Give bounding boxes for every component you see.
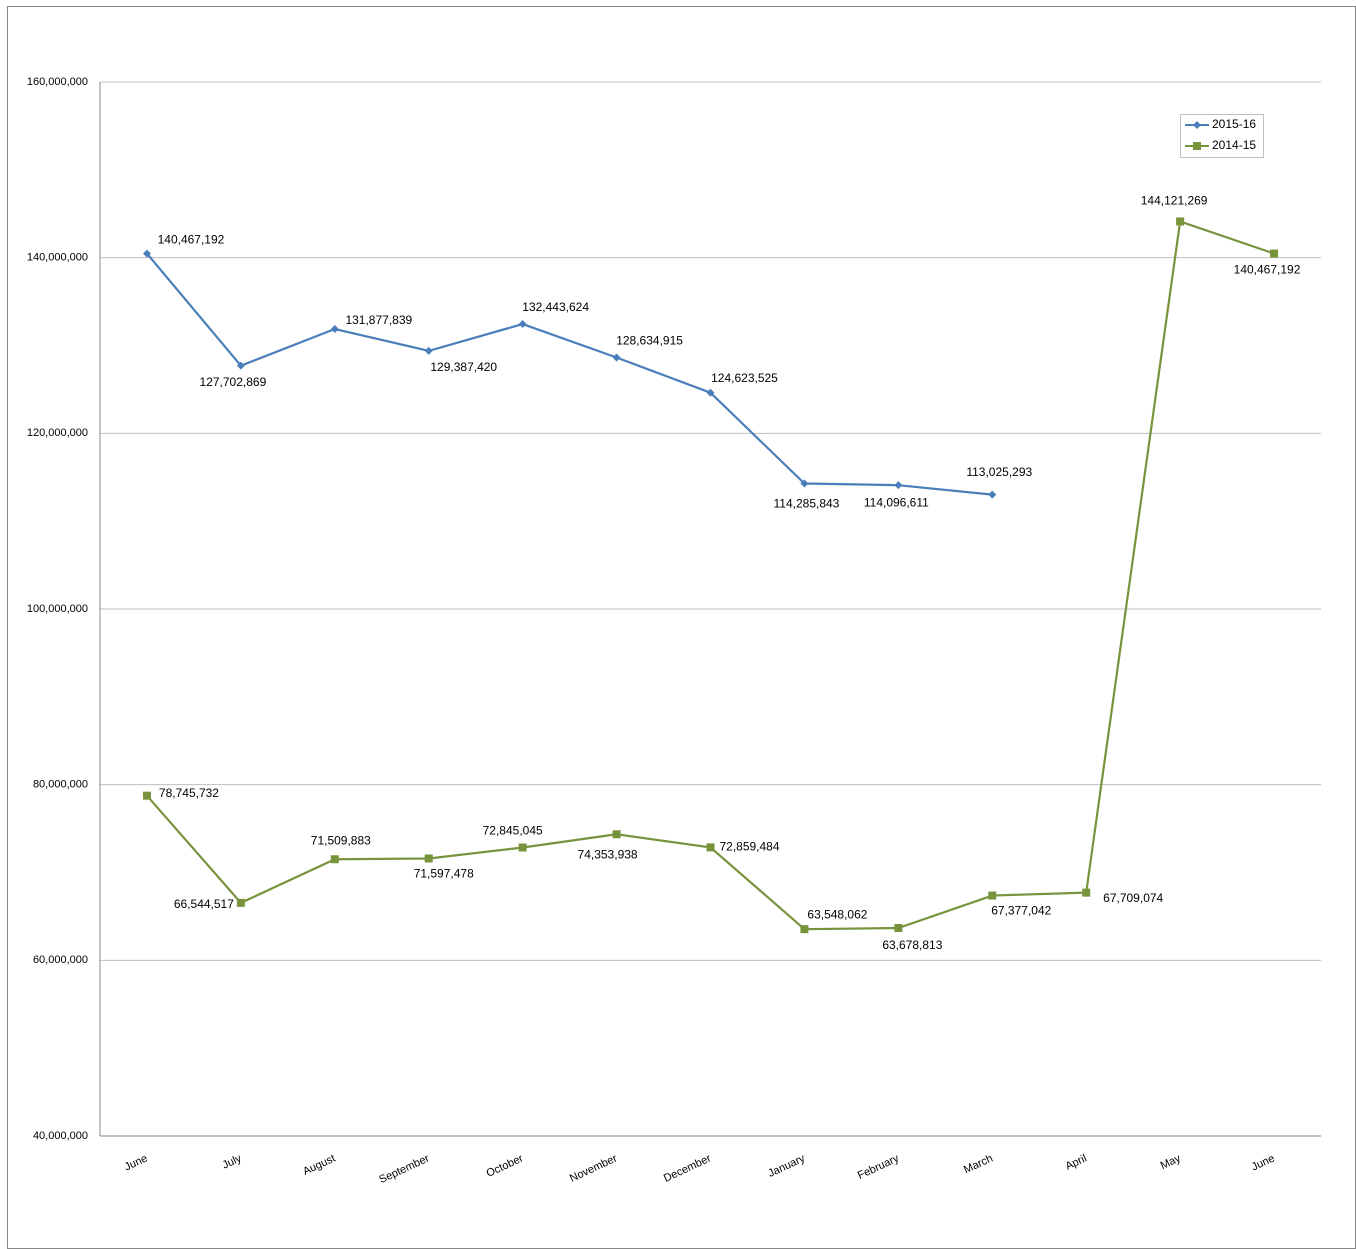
point-marker xyxy=(142,791,151,800)
point-marker xyxy=(800,479,809,488)
data-label: 71,597,478 xyxy=(414,867,474,881)
legend-marker xyxy=(1193,121,1201,129)
point-marker xyxy=(330,325,339,334)
x-tick-label: January xyxy=(766,1152,807,1180)
x-tick-label: June xyxy=(1250,1152,1277,1173)
series-line xyxy=(146,219,1275,931)
data-label: 129,387,420 xyxy=(430,360,497,374)
data-label: 140,467,192 xyxy=(1234,263,1301,277)
x-tick-label: July xyxy=(221,1152,244,1171)
data-label: 67,709,074 xyxy=(1103,891,1163,905)
x-tick-label: October xyxy=(485,1152,526,1180)
legend-marker xyxy=(1193,142,1201,150)
point-marker xyxy=(518,843,527,852)
data-label: 127,702,869 xyxy=(200,375,267,389)
y-tick-label: 100,000,000 xyxy=(27,603,88,615)
data-label: 131,877,839 xyxy=(345,313,412,327)
x-tick-label: March xyxy=(962,1152,995,1176)
y-tick-label: 80,000,000 xyxy=(33,779,88,791)
point-marker xyxy=(142,249,151,258)
point-marker xyxy=(236,898,245,907)
series-line xyxy=(146,252,993,496)
point-marker xyxy=(988,891,997,900)
point-marker xyxy=(330,855,339,864)
point-marker xyxy=(518,320,527,329)
data-label: 63,678,813 xyxy=(882,938,942,952)
x-tick-label: November xyxy=(568,1152,619,1184)
y-tick-label: 60,000,000 xyxy=(33,954,88,966)
point-marker xyxy=(236,361,245,370)
point-marker xyxy=(424,346,433,355)
data-label: 124,623,525 xyxy=(711,371,778,385)
point-marker xyxy=(424,854,433,863)
point-marker xyxy=(988,490,997,499)
data-label: 140,467,192 xyxy=(158,233,225,247)
data-label: 72,859,484 xyxy=(719,840,779,854)
point-marker xyxy=(1082,888,1091,897)
point-marker xyxy=(612,353,621,362)
data-label: 144,121,269 xyxy=(1141,194,1208,208)
legend-label: 2015-16 xyxy=(1212,117,1256,131)
point-marker xyxy=(1270,249,1279,258)
data-label: 72,845,045 xyxy=(483,824,543,838)
x-tick-label: December xyxy=(662,1152,713,1184)
data-label: 78,745,732 xyxy=(159,786,219,800)
x-tick-label: June xyxy=(123,1152,150,1173)
point-marker xyxy=(706,388,715,397)
data-label: 63,548,062 xyxy=(807,907,867,921)
x-tick-label: September xyxy=(377,1152,431,1186)
legend-label: 2014-15 xyxy=(1212,138,1256,152)
point-marker xyxy=(1176,217,1185,226)
data-label: 74,353,938 xyxy=(578,847,638,861)
x-tick-label: April xyxy=(1064,1152,1089,1172)
data-label: 66,544,517 xyxy=(174,897,234,911)
data-label: 128,634,915 xyxy=(616,334,683,348)
x-tick-label: February xyxy=(856,1152,901,1182)
x-tick-label: August xyxy=(301,1152,337,1177)
data-label: 67,377,042 xyxy=(991,904,1051,918)
point-marker xyxy=(894,481,903,490)
data-label: 132,443,624 xyxy=(522,300,589,314)
point-marker xyxy=(800,925,809,934)
legend-box xyxy=(1180,114,1264,158)
data-label: 114,285,843 xyxy=(774,497,840,511)
data-label: 113,025,293 xyxy=(966,465,1032,479)
y-tick-label: 160,000,000 xyxy=(27,76,88,88)
y-tick-label: 120,000,000 xyxy=(27,427,88,439)
point-marker xyxy=(612,830,621,839)
data-label: 114,096,611 xyxy=(864,495,929,509)
y-tick-label: 140,000,000 xyxy=(27,252,88,264)
y-tick-label: 40,000,000 xyxy=(33,1130,88,1142)
point-marker xyxy=(706,843,715,852)
x-tick-label: May xyxy=(1159,1152,1183,1172)
point-marker xyxy=(894,924,903,933)
data-label: 71,509,883 xyxy=(311,833,371,847)
